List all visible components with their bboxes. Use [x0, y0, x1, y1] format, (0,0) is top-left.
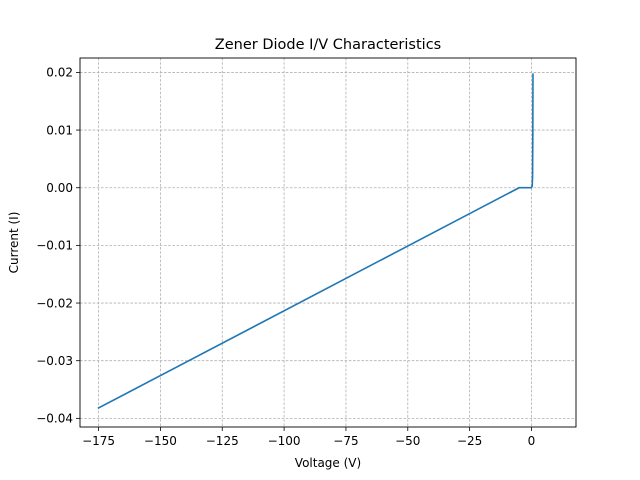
y-tick-label: −0.01: [36, 239, 73, 253]
y-tick-label: 0.01: [46, 123, 73, 137]
x-tick-label: −175: [82, 434, 115, 448]
x-tick-label: −75: [333, 434, 358, 448]
y-tick-label: 0.02: [46, 66, 73, 80]
y-tick-label: −0.04: [36, 412, 73, 426]
x-tick-label: −25: [457, 434, 482, 448]
y-tick-label: −0.02: [36, 296, 73, 310]
x-tick-label: −50: [395, 434, 420, 448]
x-tick-label: 0: [528, 434, 536, 448]
x-tick-label: −125: [206, 434, 239, 448]
x-tick-label: −100: [268, 434, 301, 448]
y-axis-label: Current (I): [7, 212, 21, 274]
chart-title: Zener Diode I/V Characteristics: [215, 37, 441, 53]
series-line: [97, 73, 534, 410]
series-layer: [97, 73, 534, 410]
plot-frame: [79, 57, 577, 428]
y-tick-label: 0.00: [46, 181, 73, 195]
grid-lines: [80, 58, 576, 427]
y-tick-label: −0.03: [36, 354, 73, 368]
x-tick-label: −150: [144, 434, 177, 448]
tick-labels: −175 −150 −125 −100 −75 −50 −25 0 −0.04 −0.03 −0.0…: [36, 66, 535, 448]
ticks: [76, 72, 532, 431]
x-axis-label: Voltage (V): [295, 456, 361, 470]
